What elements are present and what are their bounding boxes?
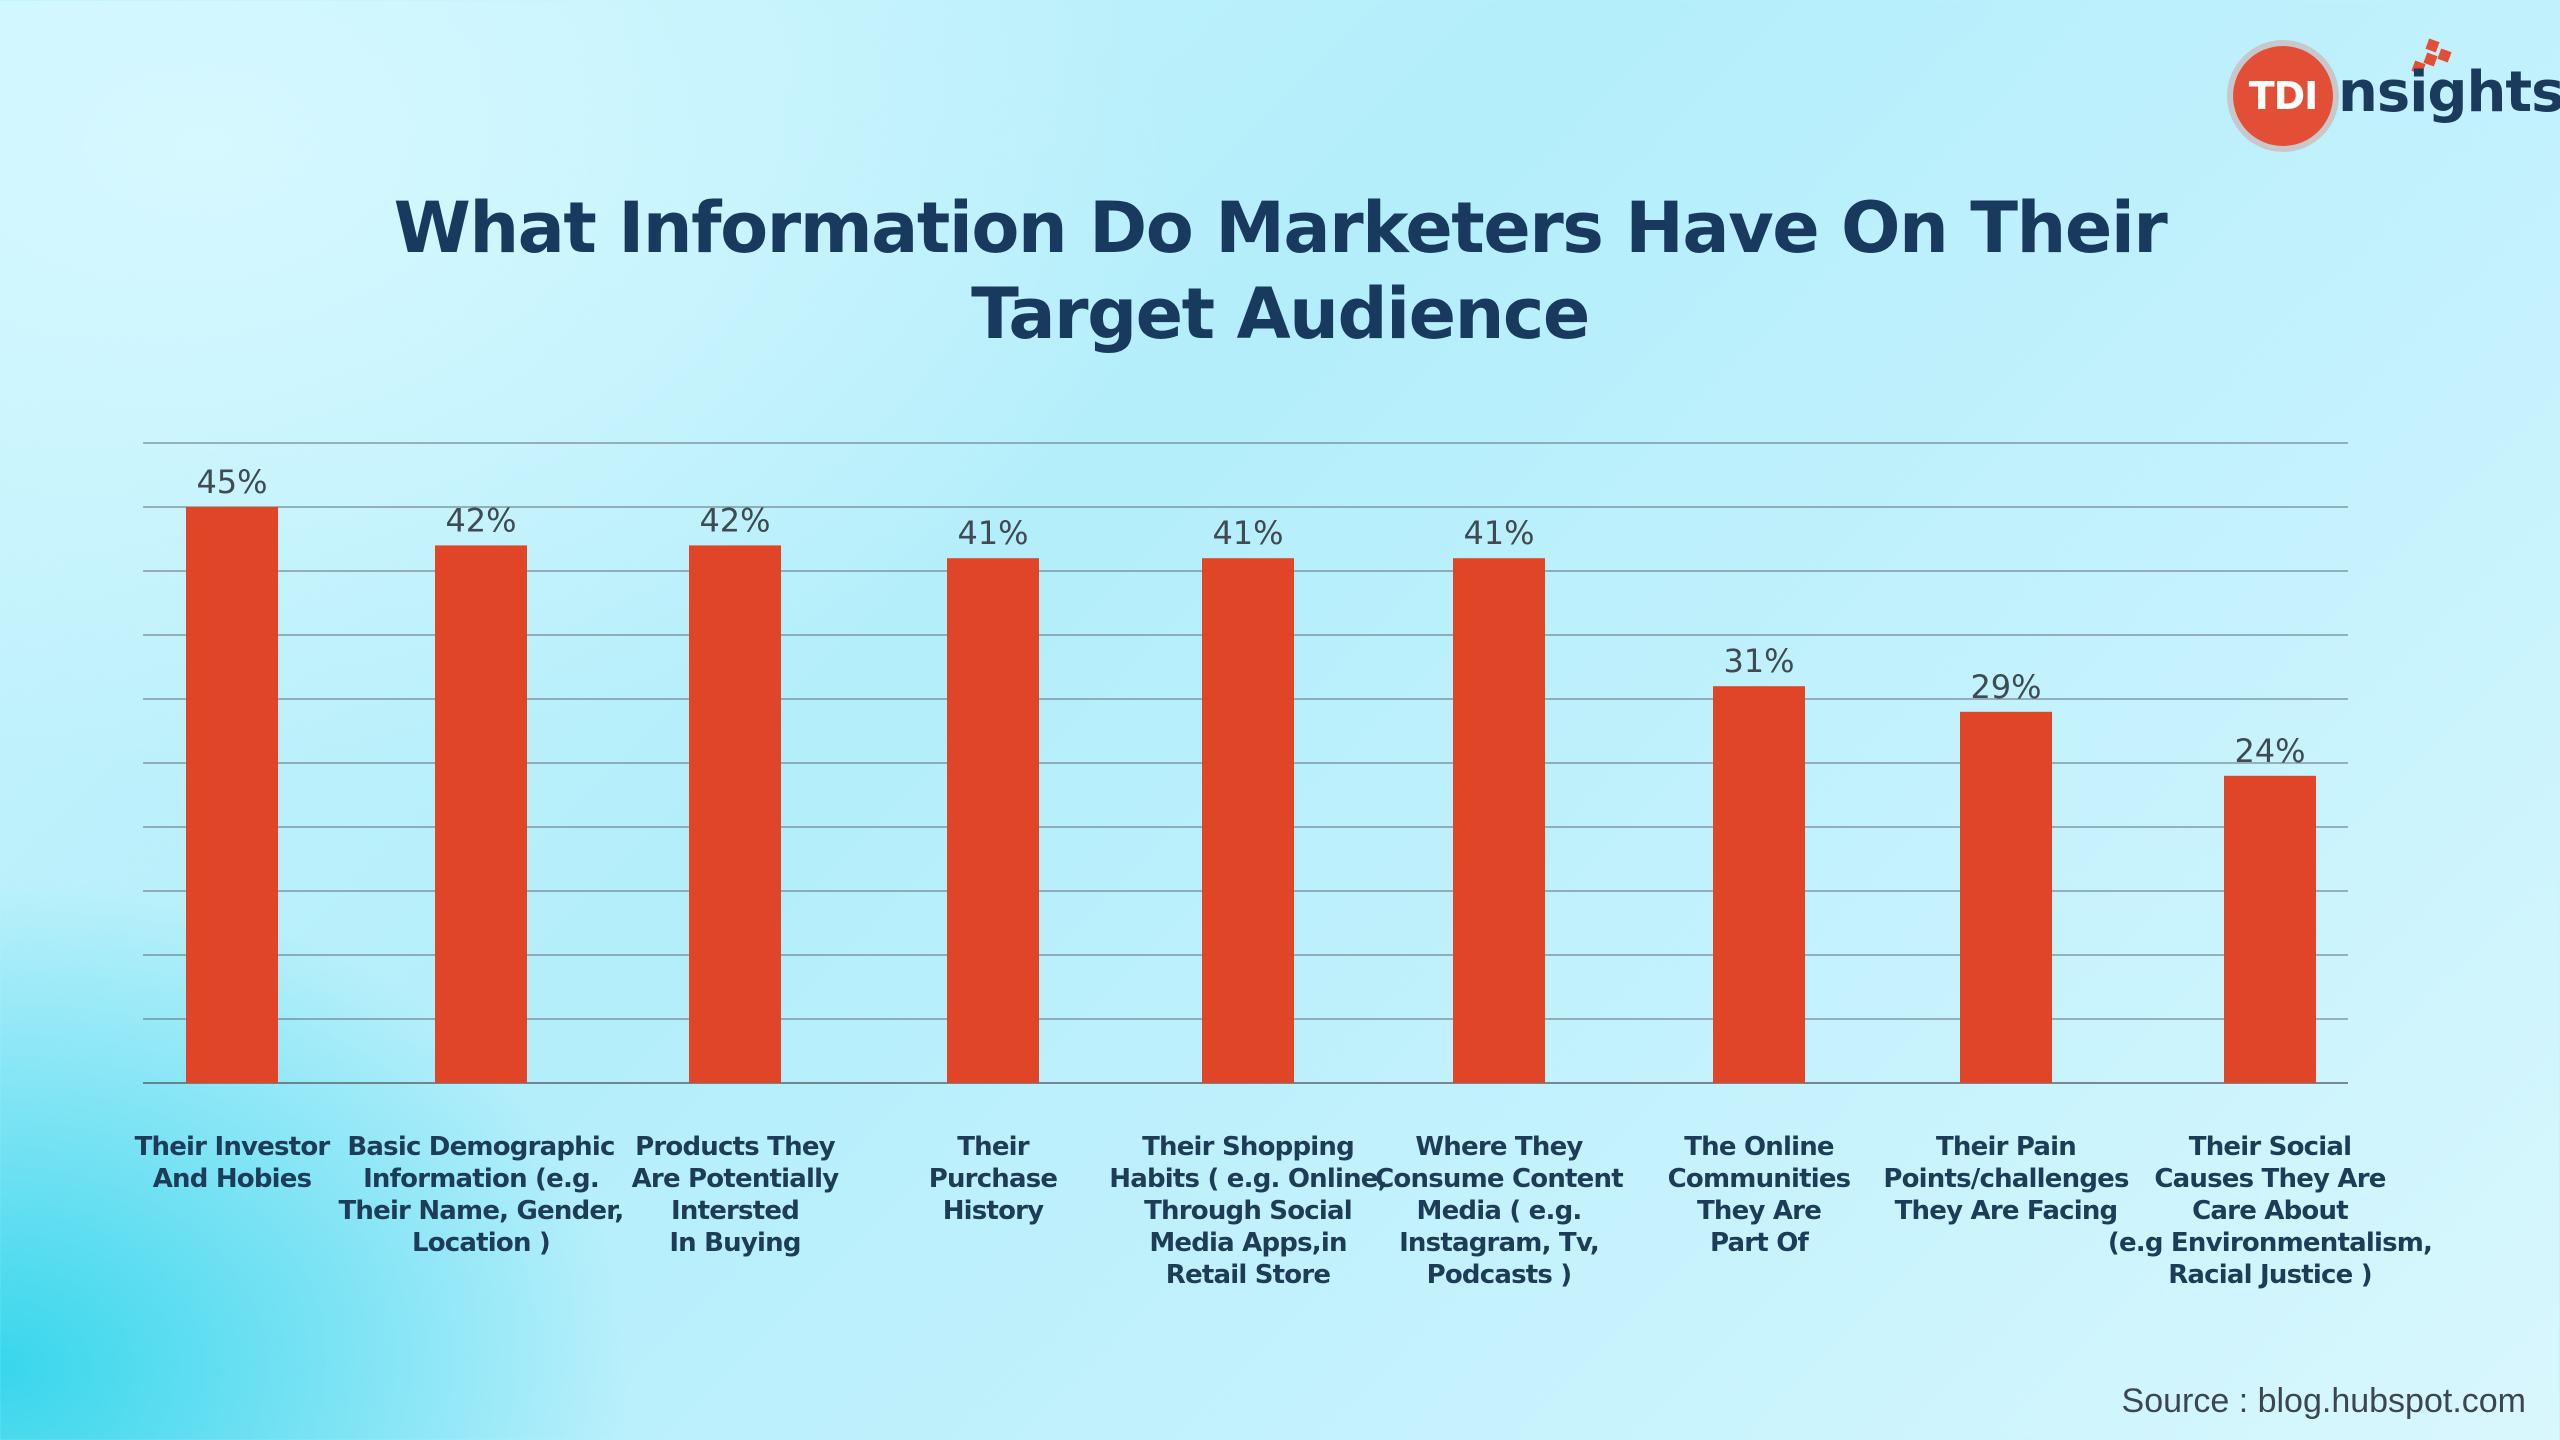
category-label-line: Media Apps,in [1149,1228,1346,1258]
category-label-line: Their [957,1132,1030,1162]
chart-title: What Information Do Marketers Have On Th… [330,185,2230,357]
category-label: Their Social Causes They Are Care About (e.… [2108,1132,2432,1290]
logo-text: nsights [2338,60,2560,125]
category-label: Their Purchase History [929,1132,1058,1226]
data-label: 41% [1212,514,1283,552]
category-label-line: Their Pain [1936,1132,2076,1162]
data-label: 24% [2234,732,2305,770]
category-label-line: Retail Store [1166,1260,1331,1290]
category-label-line: Their Name, Gender, [338,1196,623,1226]
bar [2224,775,2316,1083]
bar [1202,558,1294,1083]
logo-badge: TDI [2233,46,2333,146]
category-label-line: Their Shopping [1142,1132,1354,1162]
category-label-line: Part Of [1710,1228,1810,1258]
category-label-line: Where They [1415,1132,1583,1162]
category-label-line: History [943,1196,1044,1226]
category-label: Their Pain Points/challenges They Are Faci… [1883,1132,2129,1226]
category-label-line: Information (e.g. [363,1164,599,1194]
category-label-line: Their Social [2189,1132,2351,1162]
bar [689,545,781,1083]
category-label-line: Products They [635,1132,836,1162]
category-label-line: Instagram, Tv, [1399,1228,1599,1258]
bar [947,558,1039,1083]
category-label: Basic Demographic Information (e.g. Their … [338,1132,623,1258]
bar [1713,686,1805,1083]
bar [435,545,527,1083]
category-label-line: Habits ( e.g. Online, [1109,1164,1386,1194]
category-label-line: Care About [2192,1196,2348,1226]
category-label-line: Basic Demographic [347,1132,614,1162]
category-label-line: Consume Content [1375,1164,1623,1194]
data-label: 45% [196,463,267,501]
category-label-line: Podcasts ) [1427,1260,1572,1290]
chart-title-line-2: Target Audience [971,273,1590,355]
category-label-line: Purchase [929,1164,1058,1194]
bar [1453,558,1545,1083]
category-label-line: The Online [1684,1132,1834,1162]
category-label-line: Through Social [1144,1196,1352,1226]
category-label: Products They Are Potentially Intersted In … [632,1132,840,1258]
source-note: Source : blog.hubspot.com [2121,1382,2526,1420]
category-label-line: They Are Facing [1895,1196,2118,1226]
category-label-line: Their Investor [135,1132,331,1162]
category-label-line: Intersted [671,1196,799,1226]
category-label-line: Are Potentially [632,1164,840,1194]
category-label: The Online Communities They Are Part Of [1668,1132,1851,1258]
data-label: 29% [1970,668,2041,706]
bar [1960,711,2052,1083]
data-label: 42% [445,501,516,539]
category-label-line: Points/challenges [1883,1164,2129,1194]
data-label: 31% [1723,642,1794,680]
logo-badge-text: TDI [2248,74,2319,118]
data-label: 42% [699,501,770,539]
category-label-line: Location ) [412,1228,550,1258]
category-label-line: Communities [1668,1164,1851,1194]
category-label: Their Investor And Hobies [135,1132,331,1194]
brand-logo: TDI nsights [2225,38,2560,158]
chart-title-line-1: What Information Do Marketers Have On Th… [393,187,2168,269]
category-label: Where They Consume Content Media ( e.g. Ins… [1375,1132,1623,1290]
category-label-line: And Hobies [153,1164,312,1194]
category-label-line: They Are [1697,1196,1821,1226]
data-label: 41% [957,514,1028,552]
category-label-line: In Buying [669,1228,800,1258]
category-label-line: Media ( e.g. [1417,1196,1582,1226]
category-label-line: Causes They Are [2154,1164,2385,1194]
data-label: 41% [1463,514,1534,552]
category-label-line: (e.g Environmentalism, [2108,1228,2432,1258]
category-label-line: Racial Justice ) [2168,1260,2372,1290]
bar [186,507,278,1083]
category-label: Their Shopping Habits ( e.g. Online, Throu… [1109,1132,1386,1290]
